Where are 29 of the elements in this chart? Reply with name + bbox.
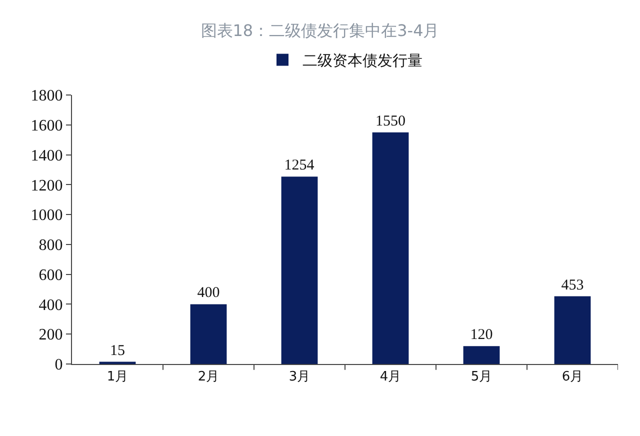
bar bbox=[372, 132, 409, 364]
x-tick-label: 1月 bbox=[106, 370, 128, 385]
x-tick-label: 2月 bbox=[198, 370, 220, 385]
bar bbox=[463, 346, 500, 364]
legend-label: 二级资本债发行量 bbox=[302, 52, 422, 70]
y-tick-label: 1400 bbox=[30, 147, 63, 164]
y-tick-label: 600 bbox=[38, 266, 63, 284]
y-tick-label: 800 bbox=[38, 237, 63, 254]
data-label: 15 bbox=[110, 342, 125, 359]
data-label: 453 bbox=[561, 277, 584, 294]
y-tick-label: 1000 bbox=[30, 207, 63, 224]
data-label: 120 bbox=[470, 327, 493, 344]
y-tick-label: 1600 bbox=[30, 117, 63, 134]
x-tick-label: 5月 bbox=[470, 370, 492, 385]
x-tick-label: 6月 bbox=[562, 370, 584, 385]
data-label: 1550 bbox=[376, 113, 406, 130]
x-tick-label: 3月 bbox=[288, 370, 310, 385]
bar bbox=[554, 296, 591, 364]
data-label: 1254 bbox=[284, 158, 315, 174]
y-tick-label: 200 bbox=[38, 326, 63, 344]
x-tick-label: 4月 bbox=[380, 370, 402, 385]
bar bbox=[190, 304, 227, 364]
y-tick-label: 1800 bbox=[30, 88, 63, 105]
y-tick-label: 1200 bbox=[30, 177, 63, 194]
y-tick-label: 0 bbox=[54, 356, 63, 374]
chart-title: 图表18：二级债发行集中在3-4月 bbox=[200, 21, 440, 40]
bar bbox=[281, 176, 318, 364]
data-label: 400 bbox=[197, 285, 220, 302]
y-tick-label: 400 bbox=[38, 296, 63, 314]
